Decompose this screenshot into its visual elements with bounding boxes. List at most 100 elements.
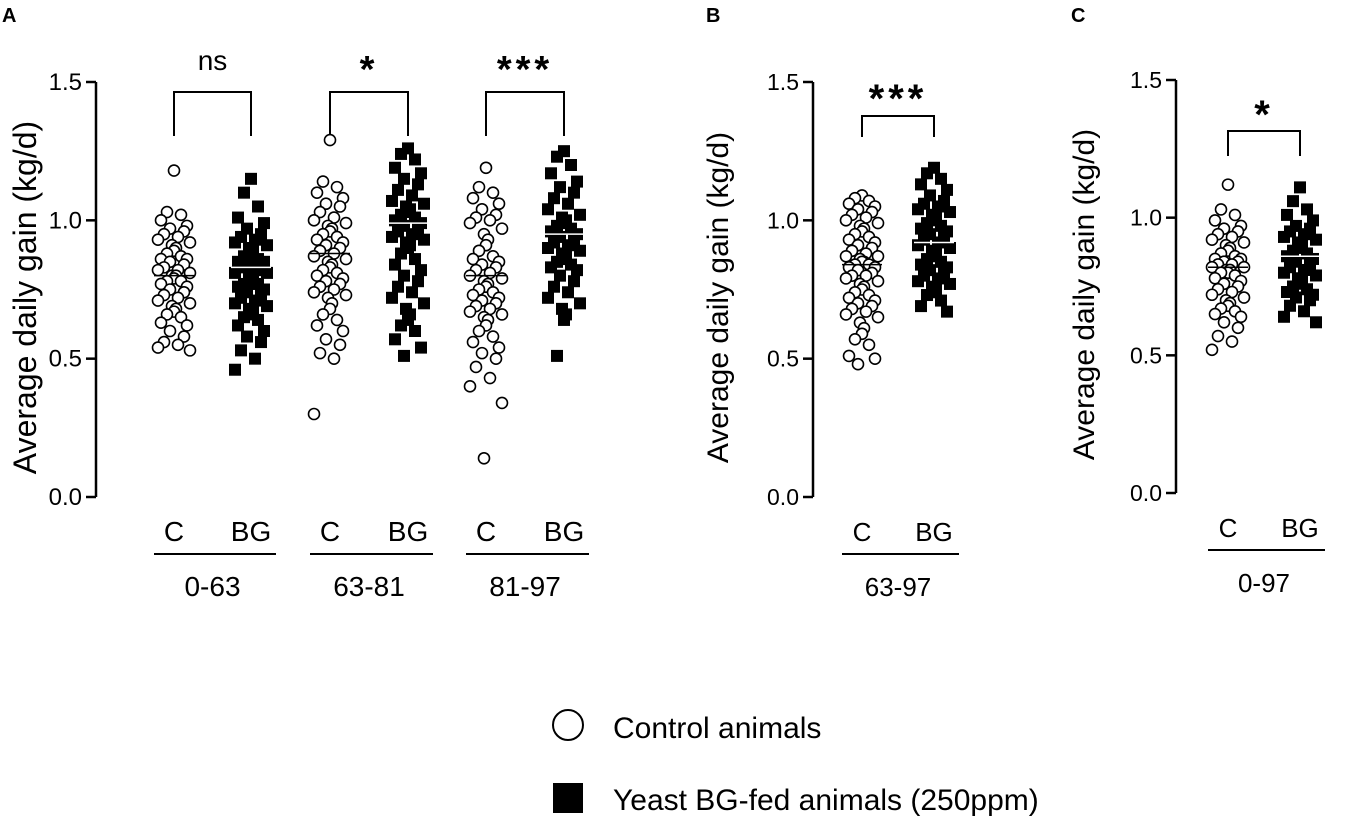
control-point [1225,335,1239,348]
control-point [310,233,324,246]
treated-point [574,208,586,221]
control-point [839,308,853,321]
control-point [483,214,497,227]
treated-point [568,275,580,288]
treated-point [912,203,924,216]
treated-point [418,197,430,210]
control-point [330,180,344,194]
y-tick-label: 1.0 [1130,205,1162,231]
treated-point [235,344,247,357]
panel-letter-a: A [2,5,16,27]
treated-point [398,349,410,362]
category-label-c: C [1219,513,1238,543]
control-point [310,319,324,332]
control-point [310,269,324,282]
legend-control-label: Control animals [613,712,821,745]
category-label-c: C [853,517,872,547]
treated-point [944,206,956,219]
significance-label: *** [497,49,553,91]
control-point [839,249,853,263]
treated-point [548,192,560,205]
treated-point [1294,181,1306,194]
control-point [339,288,353,302]
panel-letter-c: C [1071,5,1085,27]
control-point [330,313,344,327]
control-point [839,214,853,227]
treated-point [542,203,554,216]
treated-point [229,363,241,376]
treated-point [261,239,273,252]
control-point [842,291,856,305]
control-point [151,294,165,307]
treated-point [415,341,427,354]
control-point [1205,233,1219,246]
control-point [1214,203,1228,216]
treated-point [565,159,577,171]
control-point [313,346,327,360]
treated-point [386,291,398,304]
treated-point [229,266,241,279]
y-tick-label: 0.5 [767,346,799,372]
control-point [154,316,168,330]
treated-point [409,325,421,337]
control-point [310,186,324,199]
treated-point [406,286,418,299]
treated-point [261,300,273,313]
treated-point [386,230,398,243]
control-point [472,324,486,338]
treated-point [398,269,410,282]
treated-point [1301,203,1313,216]
treated-point [392,280,404,293]
control-point [160,205,174,219]
control-point [313,205,327,219]
control-point [183,297,197,310]
control-point [151,341,165,354]
treated-point [415,167,427,180]
control-point [307,249,321,263]
control-point [1237,236,1251,249]
treated-point [412,275,424,288]
treated-point [392,183,404,196]
control-point [486,330,500,343]
treated-point [568,186,580,199]
control-point [1228,208,1242,222]
treated-point [554,269,566,282]
control-point [1205,288,1219,302]
treated-point [1310,233,1322,246]
control-point [319,332,333,346]
control-point [316,308,330,321]
y-tick-label: 1.0 [767,207,799,233]
category-label-bg: BG [915,517,953,547]
significance-label: *** [869,77,928,121]
control-point [1237,291,1251,304]
control-point [472,244,486,258]
control-point [339,252,353,266]
panel-c-plot: 0.0 0.5 1.0 1.5 Average daily gain (kg/d) C BG… [1068,67,1325,598]
treated-point [255,336,267,349]
control-point [307,407,321,421]
control-point [160,308,174,321]
treated-point [1278,230,1290,243]
control-point [180,319,194,332]
control-point [327,352,341,365]
y-tick-label: 1.5 [1130,67,1162,93]
y-tick-label: 1.0 [49,207,82,234]
control-point [151,263,165,277]
control-point [167,164,181,177]
control-point [466,191,480,205]
legend-treated-label: Yeast BG-fed animals (250ppm) [613,784,1039,817]
period-label: 81-97 [489,571,561,602]
period-label: 0-97 [1238,568,1290,598]
control-point [495,222,509,235]
treated-point [398,172,410,185]
treated-point [395,247,407,260]
treated-point [229,236,241,249]
significance-bracket [485,91,565,136]
treated-point [562,197,574,210]
y-tick-label: 0.0 [1130,480,1162,506]
treated-point [409,153,421,166]
control-point [154,277,168,291]
treated-point [261,266,273,279]
treated-point [238,186,250,199]
